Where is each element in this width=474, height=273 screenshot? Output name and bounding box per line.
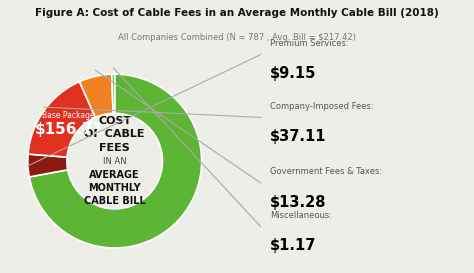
Text: All Companies Combined (N = 787 , Avg. Bill = $217.42): All Companies Combined (N = 787 , Avg. B… <box>118 33 356 42</box>
Wedge shape <box>29 74 201 248</box>
Text: MONTHLY: MONTHLY <box>88 183 141 193</box>
Text: Base Package:: Base Package: <box>42 111 97 120</box>
Text: $37.11: $37.11 <box>270 129 327 144</box>
Text: FEES: FEES <box>100 143 130 153</box>
Text: COST: COST <box>98 116 131 126</box>
Wedge shape <box>28 82 95 157</box>
Text: Premium Services:: Premium Services: <box>270 39 349 48</box>
Text: Government Fees & Taxes:: Government Fees & Taxes: <box>270 168 383 176</box>
Text: $1.17: $1.17 <box>270 238 317 253</box>
Text: $9.15: $9.15 <box>270 66 317 81</box>
Wedge shape <box>28 154 68 177</box>
Text: Figure A: Cost of Cable Fees in an Average Monthly Cable Bill (2018): Figure A: Cost of Cable Fees in an Avera… <box>35 8 439 18</box>
Text: $13.28: $13.28 <box>270 195 327 209</box>
Wedge shape <box>112 74 115 113</box>
Text: AVERAGE: AVERAGE <box>90 170 140 180</box>
Text: $156.71: $156.71 <box>35 122 104 137</box>
Text: IN AN: IN AN <box>103 157 127 165</box>
Wedge shape <box>80 74 113 117</box>
Text: Miscellaneous:: Miscellaneous: <box>270 211 332 220</box>
Text: Company-Imposed Fees:: Company-Imposed Fees: <box>270 102 374 111</box>
Text: OF CABLE: OF CABLE <box>84 129 145 139</box>
Text: CABLE BILL: CABLE BILL <box>84 197 146 206</box>
